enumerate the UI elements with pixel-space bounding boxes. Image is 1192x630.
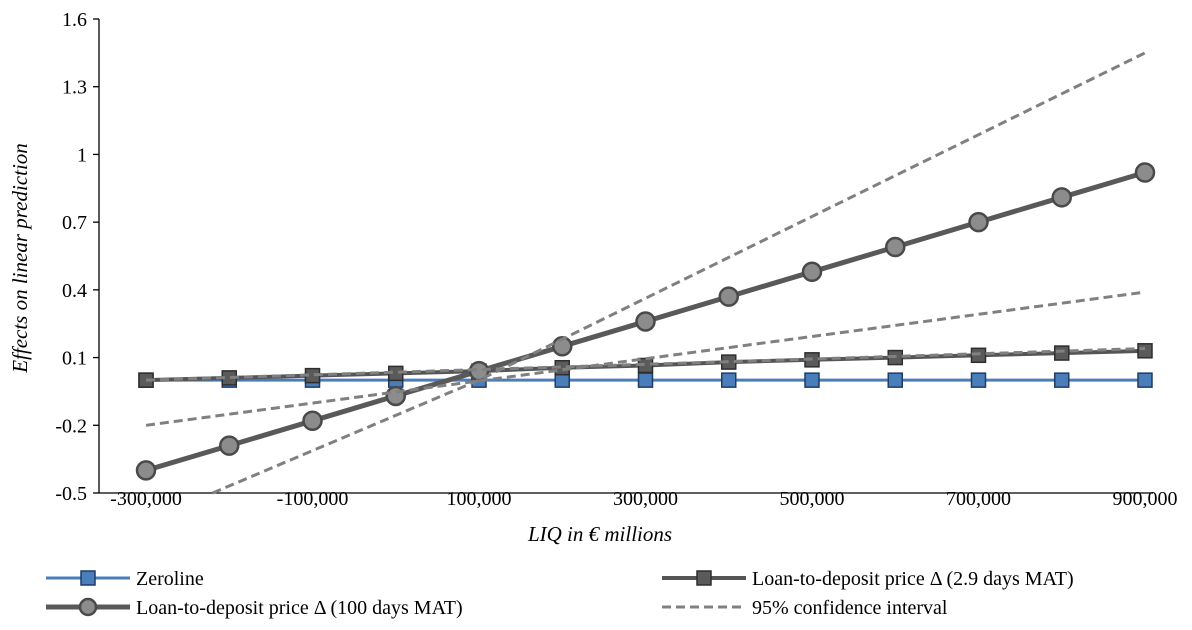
zeroline-marker [1137,372,1153,388]
legend-marker-zeroline [80,570,96,586]
long-maturity-marker [219,435,240,456]
ci-band-line [145,347,1146,382]
zeroline-marker [887,372,903,388]
y-tick-label: 1.3 [62,77,87,99]
long-maturity-marker [385,385,406,407]
y-tick-label: -0.5 [55,483,87,505]
long-maturity-marker [135,460,157,481]
y-tick-label: -0.2 [55,415,87,437]
x-tick-label: -300,000 [110,488,182,510]
short-maturity-marker [1054,345,1070,361]
legend-label: Zeroline [136,568,204,590]
x-tick-label: -100,000 [277,488,349,510]
zeroline-marker [804,372,820,388]
legend-label: Loan-to-deposit price Δ (2.9 days MAT) [752,568,1074,590]
short-maturity-marker [970,347,987,364]
y-tick-label: 0.4 [62,280,87,302]
x-tick-label: 900,000 [1113,488,1178,510]
y-tick-label: 1.6 [62,9,87,31]
legend-label: Loan-to-deposit price Δ (100 days MAT) [136,597,463,619]
long-maturity-marker [1134,162,1156,183]
legend-marker-long [78,597,98,617]
zeroline-marker [1054,372,1070,388]
long-maturity-marker [552,336,573,357]
long-maturity-marker [302,410,323,432]
long-maturity-marker [1051,187,1072,208]
y-tick-label: 1 [77,144,87,166]
long-maturity-marker [968,211,989,233]
zeroline-marker [721,372,737,388]
long-maturity-marker [635,311,656,332]
legend: Zeroline Loan-to-deposit price Δ (2.9 day… [46,568,1074,619]
x-tick-label: 700,000 [946,488,1011,510]
long-maturity-marker [885,236,906,258]
y-axis-title: Effects on linear prediction [8,143,32,374]
long-maturity-marker [801,261,823,283]
plot-area [135,51,1156,495]
zeroline-marker [637,372,654,388]
legend-label: 95% confidence interval [752,597,948,619]
long-maturity-marker [718,286,739,307]
ci-band-line [212,51,1146,495]
x-tick-label: 100,000 [447,488,512,510]
x-tick-label: 300,000 [613,488,678,510]
x-tick-label: 500,000 [780,488,845,510]
legend-marker-short [696,570,712,586]
x-axis-title: LIQ in € millions [527,522,672,546]
short-maturity-marker [1137,343,1153,359]
y-tick-label: 0.7 [62,212,87,234]
y-tick-label: 0.1 [62,348,87,370]
axes: -0.5 -0.2 0.1 0.4 0.7 1 1.3 1.6 -300,000 -100,000… [55,9,1177,510]
zeroline-marker [970,372,987,388]
